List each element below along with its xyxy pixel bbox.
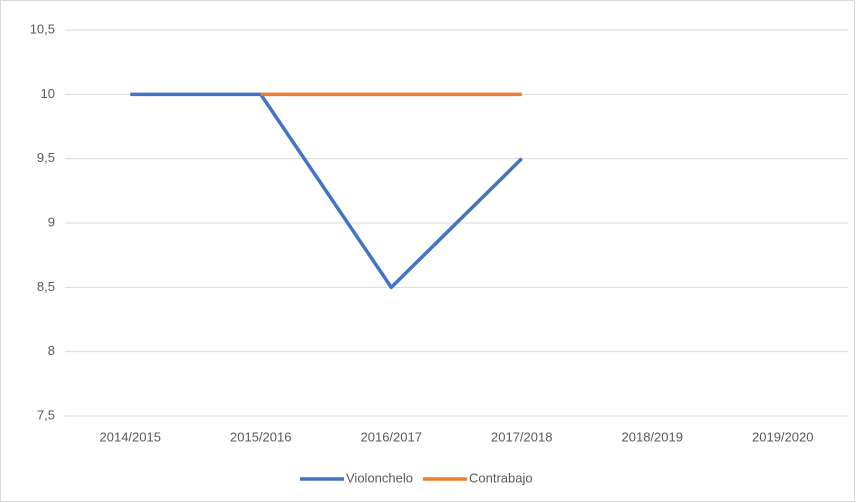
series-line xyxy=(130,92,523,290)
x-tick-label: 2016/2017 xyxy=(361,429,422,444)
y-tick-label: 10,5 xyxy=(30,21,55,36)
x-tick-label: 2018/2019 xyxy=(622,429,683,444)
y-tick-label: 10 xyxy=(41,86,55,101)
y-tick-label: 7,5 xyxy=(37,407,55,422)
y-tick-label: 9,5 xyxy=(37,150,55,165)
y-tick-label: 8,5 xyxy=(37,279,55,294)
y-tick-label: 9 xyxy=(48,214,55,229)
y-tick-label: 8 xyxy=(48,343,55,358)
x-tick-label: 2017/2018 xyxy=(491,429,552,444)
x-tick-label: 2014/2015 xyxy=(100,429,161,444)
legend-label: Contrabajo xyxy=(469,470,533,485)
x-tick-label: 2019/2020 xyxy=(752,429,813,444)
legend-label: Violonchelo xyxy=(346,470,413,485)
x-tick-label: 2015/2016 xyxy=(230,429,291,444)
